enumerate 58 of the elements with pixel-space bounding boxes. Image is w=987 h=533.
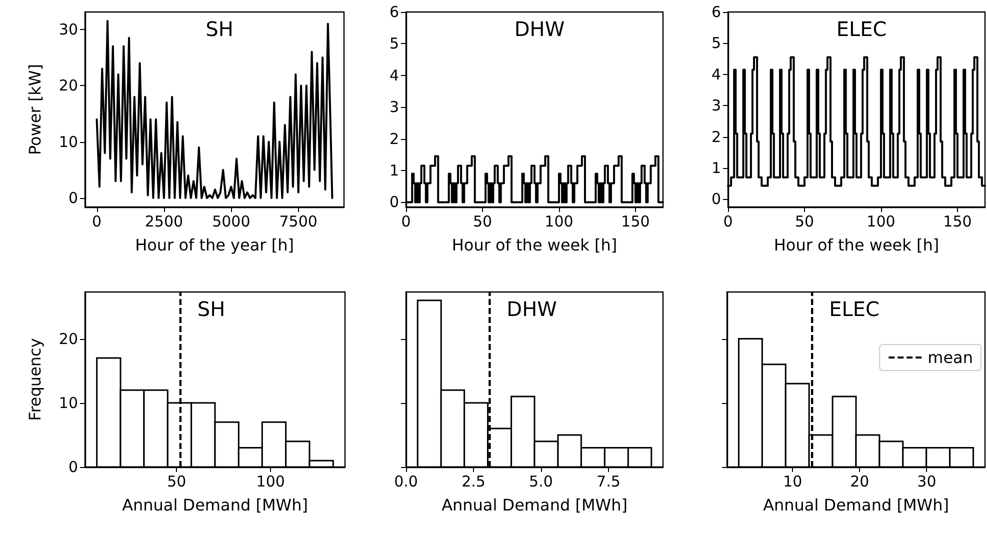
x-tick-label: 50 xyxy=(794,212,814,230)
x-tick-label: 30 xyxy=(917,472,936,490)
chart-title: ELEC xyxy=(836,17,887,41)
x-tick-label: 150 xyxy=(943,212,972,230)
x-tick-label: 10 xyxy=(783,472,802,490)
y-axis-title: Frequency xyxy=(26,338,44,421)
y-axis-title: Power [kW] xyxy=(26,64,44,156)
chart-title: DHW xyxy=(506,297,558,321)
x-tick-label: 0 xyxy=(92,212,102,230)
x-axis-title: Annual Demand [MWh] xyxy=(763,496,949,514)
y-tick-label: 3 xyxy=(389,98,399,116)
y-tick-label: 6 xyxy=(711,3,721,21)
chart-title: SH xyxy=(197,297,226,321)
y-tick-label: 20 xyxy=(58,330,78,348)
y-tick-label: 5 xyxy=(389,34,399,53)
x-tick-label: 2500 xyxy=(144,212,184,230)
line-series xyxy=(96,20,334,200)
y-tick-label: 10 xyxy=(58,394,78,412)
x-tick-label: 100 xyxy=(256,472,285,490)
chart-title: DHW xyxy=(514,17,565,41)
y-tick-label: 0 xyxy=(68,189,78,208)
ref-line-label: mean xyxy=(928,348,973,367)
chart-title: ELEC xyxy=(829,297,880,321)
y-tick-label: 0 xyxy=(68,458,78,476)
y-tick-label: 4 xyxy=(389,66,399,84)
x-tick-label: 7500 xyxy=(279,212,318,230)
y-tick-label: 30 xyxy=(58,20,78,38)
y-tick-label: 1 xyxy=(389,162,399,180)
y-tick-label: 5 xyxy=(711,34,721,52)
x-tick-label: 2.5 xyxy=(462,472,486,490)
x-tick-label: 20 xyxy=(850,472,870,490)
x-tick-label: 5000 xyxy=(212,212,250,230)
x-tick-label: 100 xyxy=(866,212,896,230)
y-tick-label: 3 xyxy=(711,96,721,115)
x-tick-label: 0 xyxy=(723,212,733,230)
y-tick-label: 0 xyxy=(389,193,399,212)
x-tick-label: 0 xyxy=(401,212,411,230)
x-axis-title: Hour of the year [h] xyxy=(135,236,294,254)
y-tick-label: 4 xyxy=(711,65,721,84)
y-tick-label: 2 xyxy=(389,130,399,148)
x-axis-title: Hour of the week [h] xyxy=(774,236,940,254)
x-tick-label: 0.0 xyxy=(394,472,418,490)
y-tick-label: 2 xyxy=(711,128,721,146)
x-axis-title: Annual Demand [MWh] xyxy=(442,496,628,514)
y-tick-label: 20 xyxy=(58,76,78,95)
x-tick-label: 5.0 xyxy=(529,472,553,490)
x-tick-label: 150 xyxy=(621,212,650,230)
x-tick-label: 50 xyxy=(167,472,186,490)
chart-title: SH xyxy=(206,17,234,41)
x-tick-label: 100 xyxy=(544,212,574,230)
x-tick-label: 50 xyxy=(472,212,492,230)
x-axis-title: Annual Demand [MWh] xyxy=(122,496,308,514)
x-tick-label: 7.5 xyxy=(596,472,620,490)
y-tick-label: 0 xyxy=(711,190,721,208)
x-axis-title: Hour of the week [h] xyxy=(452,236,618,254)
y-tick-label: 6 xyxy=(389,3,399,21)
y-tick-label: 10 xyxy=(58,132,78,151)
y-tick-label: 1 xyxy=(711,159,721,177)
